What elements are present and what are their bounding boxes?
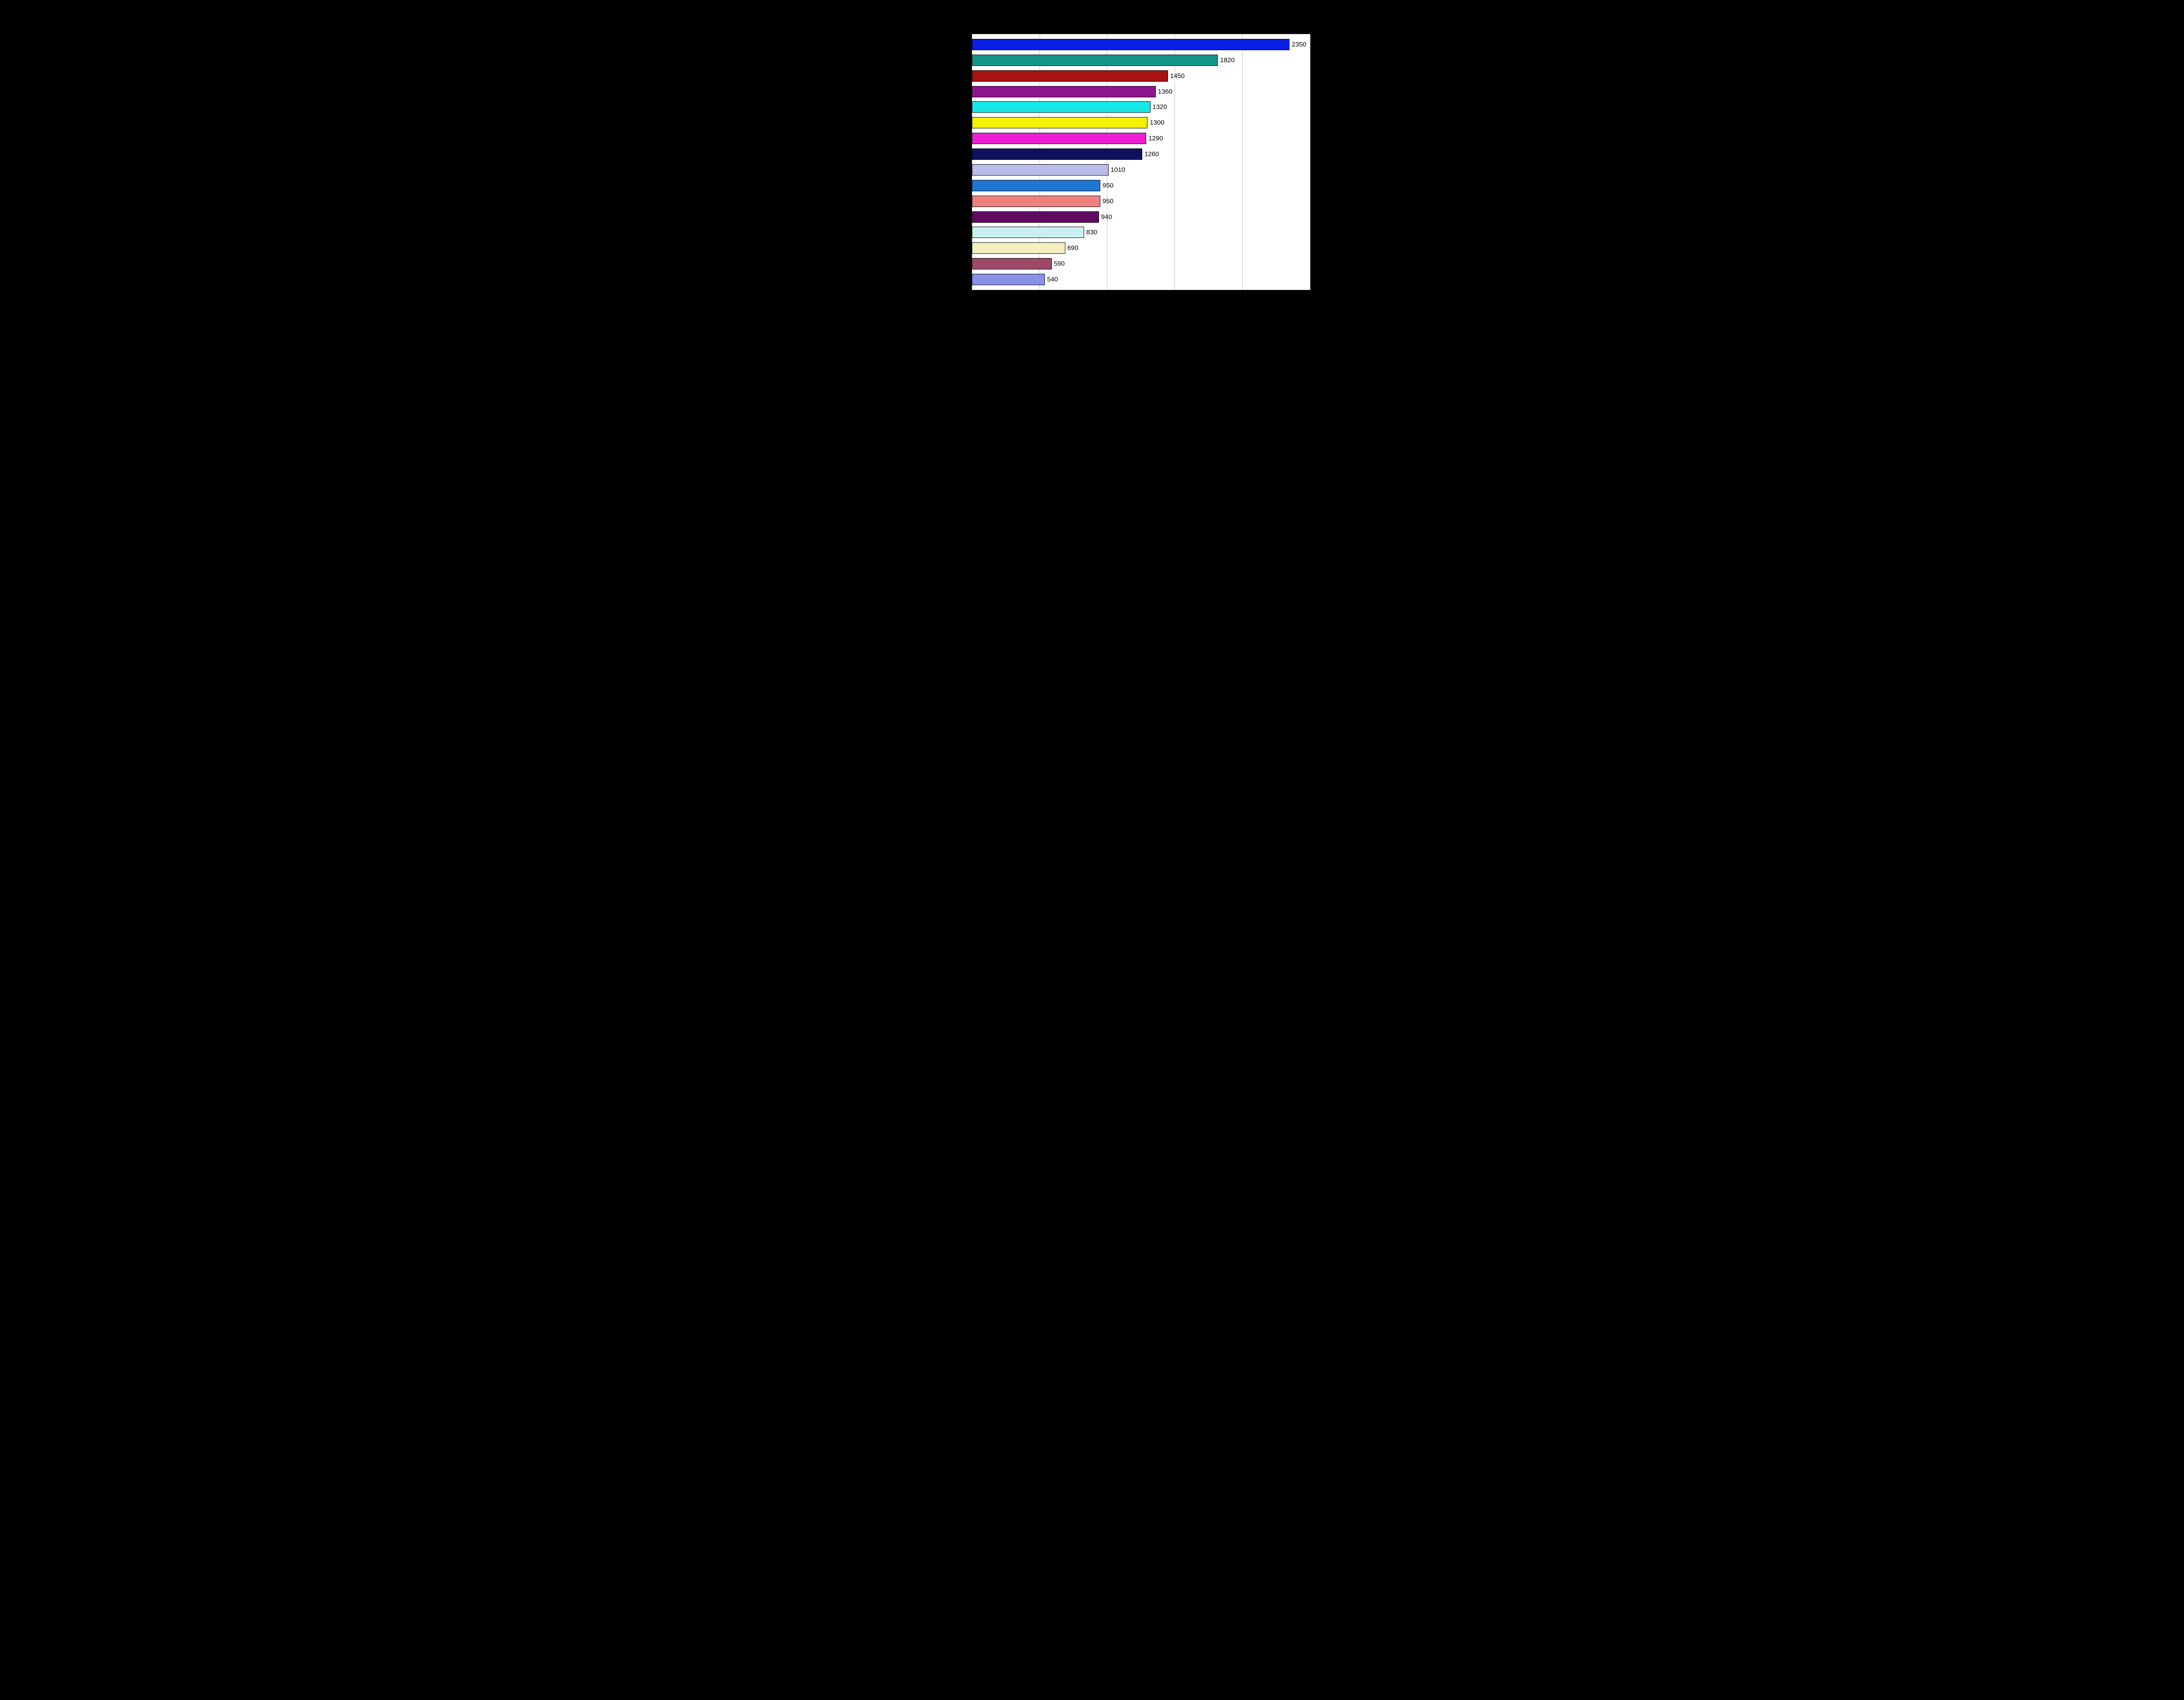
axes-area: 2350182014501360132013001290126010109509… — [971, 34, 1310, 318]
bar: 1450 — [972, 70, 1168, 82]
category-label: Ferry dock — [884, 159, 969, 175]
x-tick-label: 1000 — [1101, 292, 1113, 299]
bar-value-label: 590 — [1054, 260, 1065, 268]
bar-row: 940 — [972, 209, 1310, 225]
bar: 690 — [972, 242, 1065, 254]
bar-row: 1260 — [972, 146, 1310, 162]
bar-value-label: 690 — [1068, 245, 1078, 252]
bar: 1320 — [972, 101, 1151, 113]
category-label: Barn — [884, 52, 969, 68]
bar: 1360 — [972, 86, 1156, 97]
bar-row: 950 — [972, 193, 1310, 209]
x-tick-label: 2500 — [1304, 292, 1317, 299]
bar-value-label: 830 — [1086, 229, 1097, 236]
x-tick-label: 0 — [970, 292, 973, 299]
bar-value-label: 1300 — [1150, 119, 1164, 127]
bar: 950 — [972, 196, 1100, 207]
bar-value-label: 1450 — [1170, 72, 1185, 79]
bar: 830 — [972, 227, 1084, 238]
bar-row: 1360 — [972, 84, 1310, 100]
bar-value-label: 950 — [1102, 182, 1113, 189]
category-label: Research Center (composite) — [884, 34, 969, 50]
bar-value-label: 1820 — [1220, 56, 1234, 64]
x-tick-label: 1500 — [1168, 292, 1181, 299]
category-label: Museum seep — [884, 70, 969, 86]
bar-value-label: 950 — [1102, 197, 1113, 205]
bars-layer: 2350182014501360132013001290126010109509… — [972, 34, 1310, 290]
bar: 590 — [972, 258, 1052, 269]
bar-row: 830 — [972, 225, 1310, 241]
chart-container: PFAS level per site Site Research Center… — [874, 17, 1310, 318]
category-label: Lot 7 outfall — [884, 283, 969, 299]
category-label: Highway maintenance — [884, 195, 969, 210]
x-axis-label: Estimated PFAS (ng/L) — [971, 311, 1310, 318]
bar-row: 690 — [972, 240, 1310, 256]
bar-row: 540 — [972, 272, 1310, 287]
bar: 950 — [972, 180, 1100, 191]
bar-row: 1300 — [972, 115, 1310, 131]
bar: 540 — [972, 274, 1045, 285]
y-tick-labels: Research Center (composite) Barn Museum se… — [884, 34, 971, 318]
bar-value-label: 1290 — [1148, 135, 1163, 142]
category-label: Switching hut — [884, 88, 969, 103]
bar: 1010 — [972, 164, 1109, 176]
bar-row: 1290 — [972, 131, 1310, 146]
bar: 1820 — [972, 55, 1218, 66]
bar-value-label: 2350 — [1292, 41, 1306, 48]
bar-value-label: 1260 — [1144, 151, 1159, 158]
chart-body: Site Research Center (composite) Barn Muse… — [874, 34, 1310, 318]
bar: 1290 — [972, 133, 1146, 144]
bar-row: 2350 — [972, 37, 1310, 52]
bar-value-label: 1320 — [1153, 103, 1167, 111]
category-label: Mid-channel screen — [884, 248, 969, 264]
bar: 1300 — [972, 117, 1147, 128]
category-label: Service Way / Juniper drain — [884, 230, 969, 246]
bar: 2350 — [972, 39, 1289, 50]
x-tick-label: 2000 — [1236, 292, 1249, 299]
bar-row: 1450 — [972, 68, 1310, 84]
bar-value-label: 1010 — [1111, 166, 1125, 173]
category-label: Park maintenance — [884, 141, 969, 157]
bar-value-label: 1360 — [1158, 88, 1172, 95]
category-label: Old firehouse — [884, 177, 969, 193]
x-tick-label: 500 — [1034, 292, 1044, 299]
category-label: Granite cut — [884, 124, 969, 139]
x-ticks: 05001000150020002500 — [971, 292, 1310, 303]
bar: 1260 — [972, 148, 1142, 160]
bar-row: 1320 — [972, 100, 1310, 115]
bar-value-label: 540 — [1047, 276, 1058, 283]
category-label: Spit — [884, 301, 969, 317]
bar-row: 590 — [972, 256, 1310, 272]
bar-value-label: 940 — [1101, 213, 1112, 221]
category-label: Leather works — [884, 212, 969, 228]
bar: 940 — [972, 211, 1099, 223]
bar-row: 950 — [972, 178, 1310, 193]
category-label: Quarry — [884, 106, 969, 121]
plot-area: 2350182014501360132013001290126010109509… — [971, 34, 1310, 290]
chart-title: PFAS level per site — [874, 17, 1310, 27]
bar-row: 1820 — [972, 52, 1310, 68]
category-label: Spur bridge — [884, 266, 969, 281]
bar-row: 1010 — [972, 162, 1310, 178]
y-axis-label: Site — [874, 34, 884, 318]
